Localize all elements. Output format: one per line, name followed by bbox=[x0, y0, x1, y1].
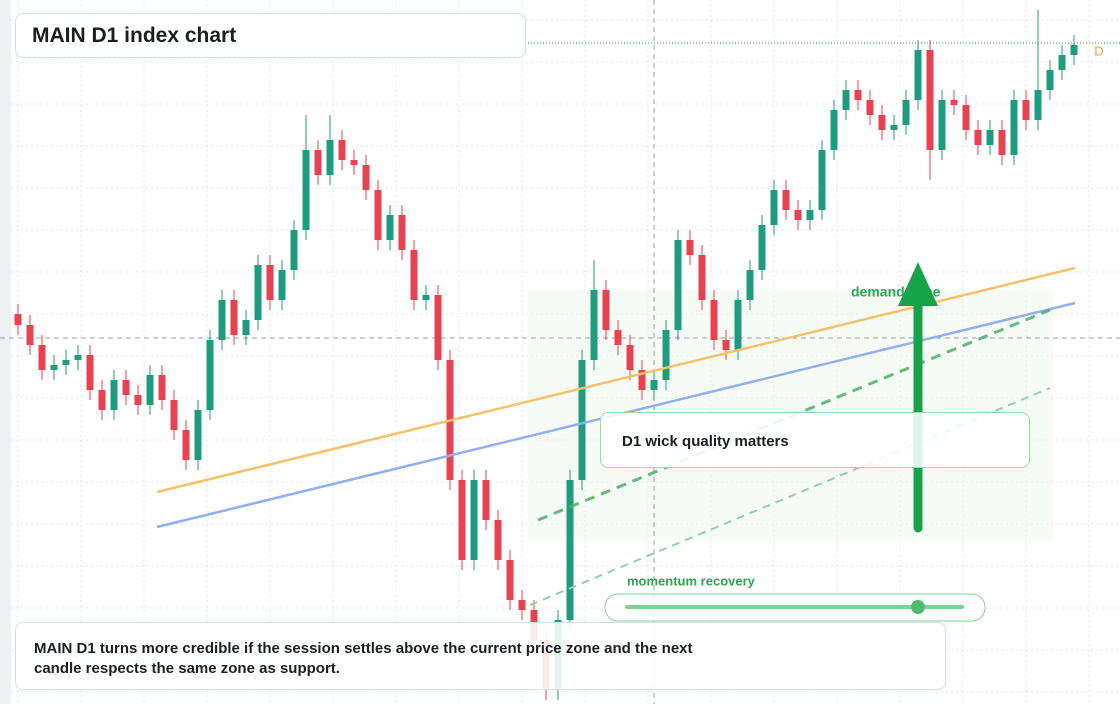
candle-body bbox=[62, 360, 70, 365]
candle-body bbox=[182, 430, 190, 460]
slider-thumb[interactable] bbox=[911, 600, 925, 614]
candle-body bbox=[686, 240, 694, 255]
candle-body bbox=[914, 50, 922, 100]
note-box: MAIN D1 turns more credible if the sessi… bbox=[15, 622, 946, 690]
note: MAIN D1 turns more credible if the sessi… bbox=[34, 640, 693, 677]
candle-body bbox=[230, 300, 238, 335]
candle-body bbox=[410, 250, 418, 300]
candle-body bbox=[758, 225, 766, 270]
candle-body bbox=[806, 210, 814, 220]
candle-body bbox=[218, 300, 226, 340]
candle-body bbox=[314, 150, 322, 175]
candle-body bbox=[86, 355, 94, 390]
title-box: MAIN D1 index chart bbox=[15, 13, 526, 58]
candle-body bbox=[1010, 100, 1018, 155]
candle-body bbox=[266, 265, 274, 300]
candle-body bbox=[134, 395, 142, 405]
annotation: D1 wick quality matters bbox=[622, 433, 789, 450]
candle-body bbox=[26, 325, 34, 345]
candle-body bbox=[302, 150, 310, 230]
candle-body bbox=[386, 215, 394, 240]
candle-body bbox=[278, 270, 286, 300]
candle-body bbox=[830, 110, 838, 150]
candle-body bbox=[338, 140, 346, 160]
candle-body bbox=[926, 50, 934, 150]
candle-body bbox=[146, 375, 154, 405]
candle-body bbox=[698, 255, 706, 300]
candle-body bbox=[590, 290, 598, 360]
candle-body bbox=[1046, 70, 1054, 90]
candle-body bbox=[878, 115, 886, 130]
candle-body bbox=[902, 100, 910, 125]
candle-body bbox=[866, 100, 874, 115]
candle-body bbox=[674, 240, 682, 330]
candle-body bbox=[1070, 45, 1078, 55]
candle-body bbox=[662, 330, 670, 380]
candle-body bbox=[638, 370, 646, 390]
badge: D bbox=[1094, 43, 1103, 58]
arrow-head bbox=[898, 262, 938, 306]
candle-body bbox=[998, 130, 1006, 155]
candle-body bbox=[482, 480, 490, 520]
candle-body bbox=[74, 355, 82, 360]
candle-body bbox=[254, 265, 262, 320]
candle-body bbox=[122, 380, 130, 395]
candle-body bbox=[1034, 90, 1042, 120]
candle-body bbox=[494, 520, 502, 560]
candle-body bbox=[506, 560, 514, 600]
candle-body bbox=[1058, 55, 1066, 70]
candle-body bbox=[434, 295, 442, 360]
candle-body bbox=[326, 140, 334, 175]
candle-body bbox=[290, 230, 298, 270]
candle-body bbox=[794, 210, 802, 220]
candle-body bbox=[518, 600, 526, 610]
candle-body bbox=[398, 215, 406, 250]
candle-body bbox=[566, 480, 574, 620]
candle-body bbox=[458, 480, 466, 560]
candle-body bbox=[770, 190, 778, 225]
candle-body bbox=[362, 165, 370, 190]
candle-body bbox=[854, 90, 862, 100]
candle-body bbox=[734, 300, 742, 350]
candle-body bbox=[710, 300, 718, 340]
candle-body bbox=[650, 380, 658, 390]
candle-body bbox=[374, 190, 382, 240]
left-strip bbox=[0, 0, 11, 704]
candle-body bbox=[242, 320, 250, 335]
annotation-box: D1 wick quality matters bbox=[600, 412, 1030, 468]
candle-body bbox=[842, 90, 850, 110]
candle-body bbox=[1022, 100, 1030, 120]
candle-body bbox=[818, 150, 826, 210]
candle-body bbox=[194, 410, 202, 460]
candle-body bbox=[422, 295, 430, 300]
candle-body bbox=[14, 314, 22, 325]
candle-body bbox=[98, 390, 106, 410]
candle-body bbox=[962, 105, 970, 130]
candle-body bbox=[986, 130, 994, 145]
candle-body bbox=[350, 160, 358, 165]
candle-body bbox=[614, 330, 622, 345]
candle-body bbox=[602, 290, 610, 330]
candle-body bbox=[110, 380, 118, 410]
candle-body bbox=[890, 125, 898, 130]
candle-body bbox=[626, 345, 634, 370]
candle-body bbox=[782, 190, 790, 210]
candles bbox=[14, 10, 1078, 700]
candle-body bbox=[974, 130, 982, 145]
chart-title: MAIN D1 index chart bbox=[32, 24, 237, 47]
candle-body bbox=[170, 400, 178, 430]
candle-body bbox=[938, 100, 946, 150]
candle-body bbox=[206, 340, 214, 410]
candle-body bbox=[578, 360, 586, 480]
slider-label: momentum recovery bbox=[627, 573, 756, 588]
candle-body bbox=[746, 270, 754, 300]
candle-body bbox=[38, 345, 46, 370]
candle-body bbox=[50, 365, 58, 370]
candle-body bbox=[722, 340, 730, 350]
candle-body bbox=[950, 100, 958, 105]
candle-body bbox=[158, 375, 166, 400]
candle-body bbox=[470, 480, 478, 560]
